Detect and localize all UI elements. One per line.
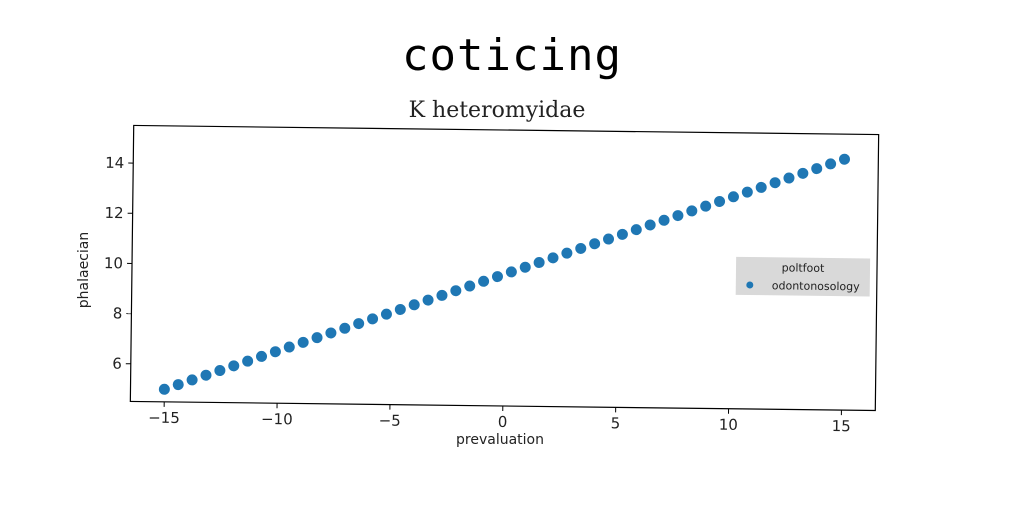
x-tick-label: 10 [719,416,738,434]
y-tick-label: 8 [113,304,123,322]
y-tick-label: 10 [104,254,123,272]
x-tick-label: 0 [498,413,508,431]
x-tick-label: −10 [261,410,293,428]
x-tick-label: 5 [611,414,621,432]
legend-title: poltfoot [782,261,826,275]
x-tick-label: −5 [379,411,401,429]
x-tick-label: −15 [148,409,180,427]
legend-label: odontonosology [772,279,861,293]
y-tick-label: 6 [112,355,122,373]
x-tick-label: 15 [832,417,851,435]
y-tick-label: 14 [105,154,124,172]
x-axis-label: prevaluation [456,432,544,448]
y-tick-label: 12 [104,204,123,222]
y-axis-label: phalaecian [76,232,92,308]
legend: poltfoot odontonosology [736,257,870,297]
